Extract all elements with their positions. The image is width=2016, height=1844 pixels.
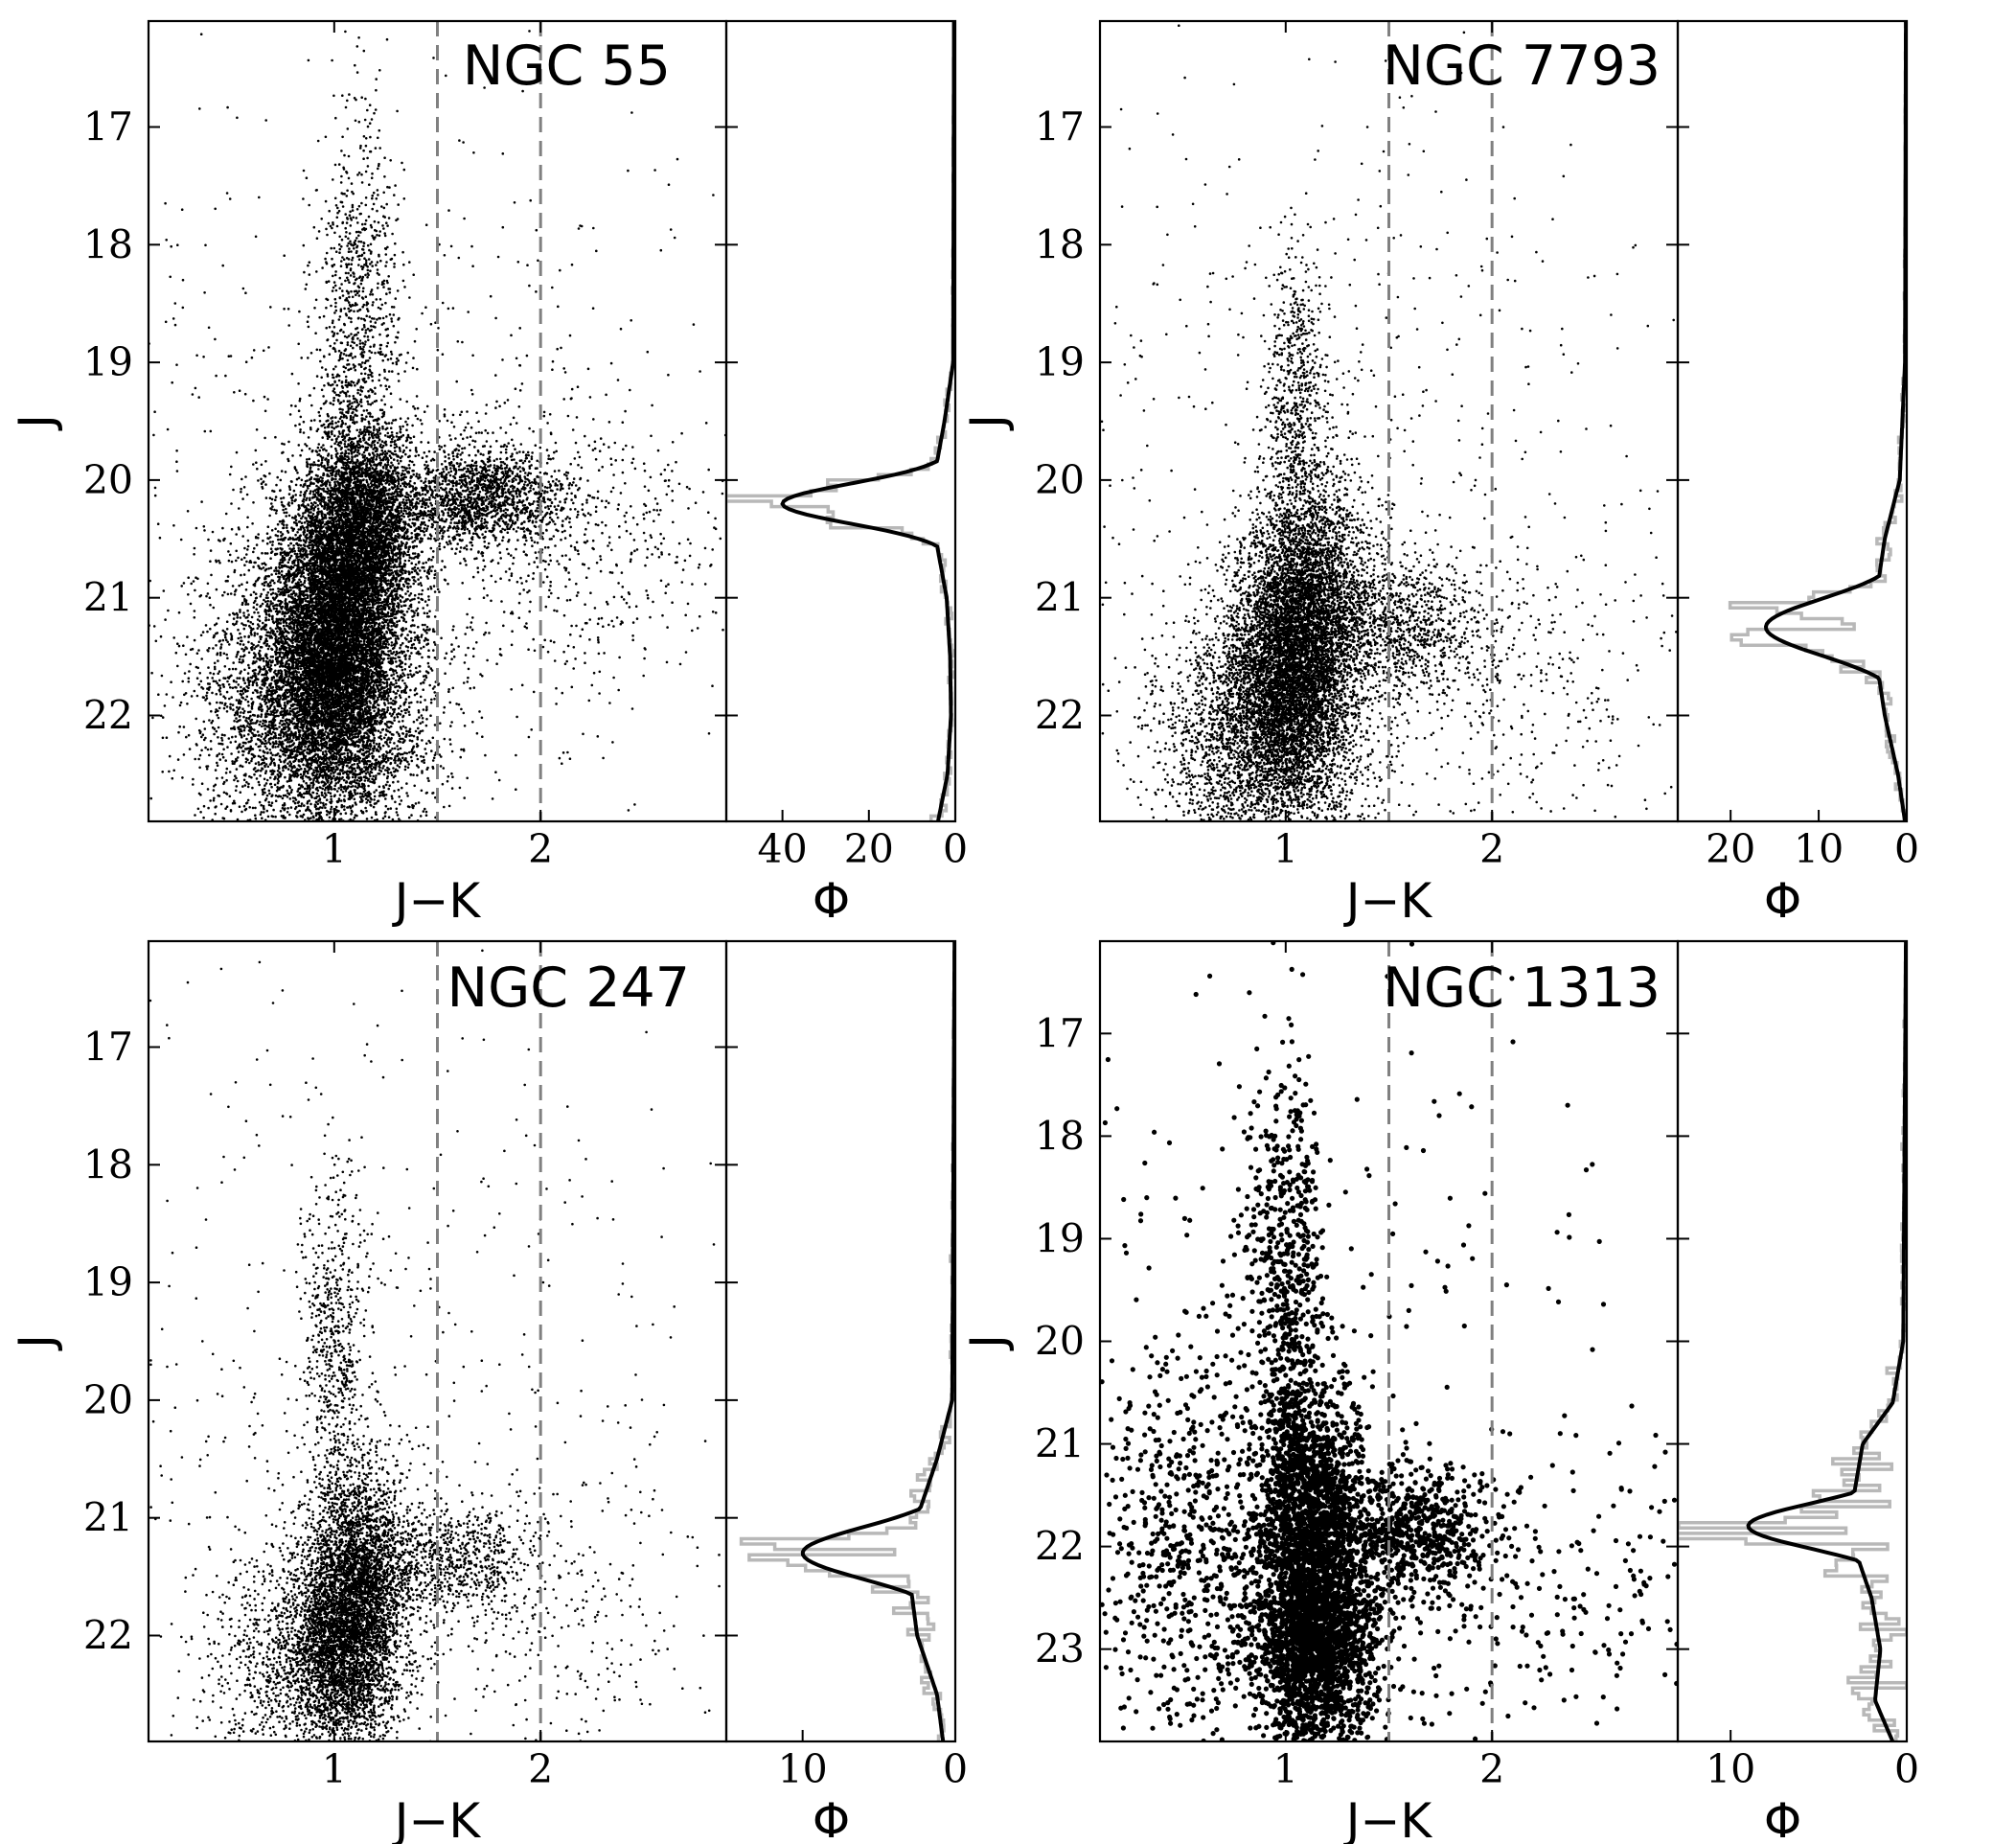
x-tick-label: 2 [1479, 826, 1504, 872]
lf-axes-frame [1678, 941, 1907, 1741]
y-tick-label: 17 [1035, 104, 1085, 150]
lf-x-tick-label: 10 [1794, 826, 1844, 872]
y-tick-label: 19 [1035, 339, 1085, 385]
x-axis-label: J−K [1343, 1793, 1433, 1844]
lf-x-tick-label: 20 [1706, 826, 1755, 872]
y-tick-label: 22 [83, 692, 133, 738]
x-axis-label: J−K [392, 1793, 482, 1844]
lf-x-tick-label: 20 [844, 826, 894, 872]
cmd-point-cloud [149, 949, 721, 1742]
lf-axes-frame [726, 941, 955, 1741]
y-tick-label: 18 [1035, 1113, 1085, 1159]
y-tick-label: 21 [1035, 575, 1085, 621]
y-tick-label: 21 [1035, 1421, 1085, 1467]
lf-axes-frame [726, 21, 955, 821]
y-axis-label: J [9, 414, 64, 431]
panel-title: NGC 247 [447, 957, 690, 1020]
y-tick-label: 19 [83, 339, 133, 385]
y-tick-label: 18 [83, 221, 133, 267]
lf-x-axis-label: Φ [1764, 873, 1801, 929]
lf-model-curve [1766, 21, 1906, 821]
x-tick-label: 2 [528, 1746, 553, 1792]
lf-histogram [742, 941, 955, 1741]
lf-x-axis-label: Φ [813, 873, 850, 929]
y-tick-label: 18 [83, 1141, 133, 1187]
lf-x-tick-label: 40 [758, 826, 808, 872]
y-tick-label: 20 [83, 1377, 133, 1423]
lf-model-curve [1749, 941, 1907, 1741]
y-tick-label: 19 [83, 1259, 133, 1305]
panel-ngc-247: 1 2 17 18 19 20 21 22 J−K J NGC 247 10 0 Φ [9, 941, 968, 1844]
lf-x-axis-label: Φ [1764, 1793, 1801, 1844]
lf-model-curve [803, 941, 954, 1741]
lf-x-tick-label: 0 [1894, 826, 1919, 872]
y-tick-label: 22 [1035, 692, 1085, 738]
x-axis-label: J−K [392, 873, 482, 929]
y-tick-label: 22 [1035, 1524, 1085, 1570]
lf-x-tick-label: 10 [1706, 1746, 1755, 1792]
y-tick-label: 21 [83, 575, 133, 621]
cmd-scatter-points [149, 949, 721, 1742]
y-tick-label: 20 [83, 457, 133, 503]
x-tick-label: 2 [1479, 1746, 1504, 1792]
lf-axes-frame [1678, 21, 1907, 821]
y-axis-label: J [9, 1334, 64, 1351]
x-axis-label: J−K [1343, 873, 1433, 929]
x-tick-label: 1 [322, 1746, 347, 1792]
panel-ngc-7793: 1 2 17 18 19 20 21 22 J−K J NGC 7793 20 10 0 Φ [960, 21, 1919, 929]
x-tick-label: 1 [322, 826, 347, 872]
y-tick-label: 23 [1035, 1626, 1085, 1672]
lf-histogram [1668, 941, 1907, 1741]
y-axis-label: J [960, 414, 1016, 431]
y-tick-label: 17 [83, 104, 133, 150]
y-tick-label: 21 [83, 1495, 133, 1541]
lf-model-curve [783, 21, 954, 821]
panel-title: NGC 7793 [1383, 35, 1661, 98]
lf-histogram [722, 21, 955, 821]
x-tick-label: 1 [1273, 826, 1298, 872]
x-tick-label: 1 [1273, 1746, 1298, 1792]
y-axis-label: J [960, 1334, 1016, 1351]
y-tick-label: 17 [1035, 1010, 1085, 1056]
panel-title: NGC 1313 [1383, 957, 1661, 1020]
panel-ngc-1313: 1 2 17 18 19 20 21 22 23 J−K J NGC 1313 10 0 Φ [960, 940, 1919, 1844]
y-tick-label: 19 [1035, 1215, 1085, 1261]
panel-ngc-55: 1 2 17 18 19 20 21 22 J−K J NGC 55 40 20 0 Φ [9, 21, 968, 929]
lf-x-tick-label: 0 [1894, 1746, 1919, 1792]
panel-title: NGC 55 [463, 35, 671, 98]
lf-x-tick-label: 10 [778, 1746, 828, 1792]
lf-x-axis-label: Φ [813, 1793, 850, 1844]
y-tick-label: 22 [83, 1612, 133, 1658]
y-tick-label: 20 [1035, 1319, 1085, 1365]
y-tick-label: 17 [83, 1025, 133, 1071]
y-tick-label: 18 [1035, 221, 1085, 267]
y-tick-label: 20 [1035, 457, 1085, 503]
lf-histogram [1730, 21, 1907, 821]
lf-x-tick-label: 0 [943, 826, 968, 872]
lf-x-tick-label: 0 [943, 1746, 968, 1792]
x-tick-label: 2 [528, 826, 553, 872]
